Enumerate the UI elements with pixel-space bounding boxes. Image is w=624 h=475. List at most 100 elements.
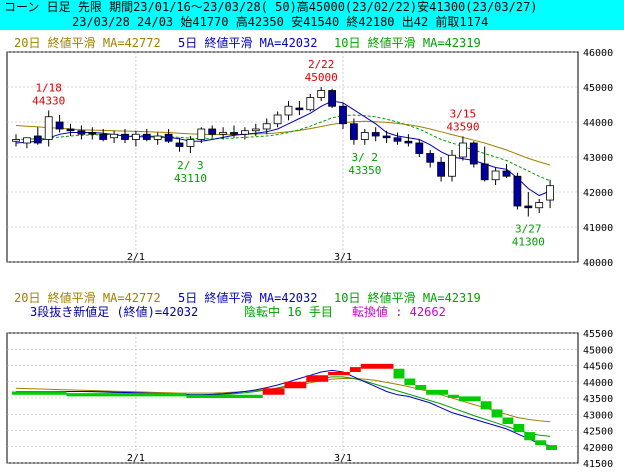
candle-body (262, 123, 271, 130)
annotation-date: 3/15 (450, 107, 477, 120)
candle-body (371, 132, 380, 137)
candle-body (55, 121, 64, 130)
lower-ma5-line (15, 369, 551, 447)
brick (12, 391, 67, 395)
lower-xtick-label: 3/1 (334, 453, 352, 464)
upper-legend-ma10: 10日 終値平滑 MA=42319 (334, 35, 481, 50)
candle-body (88, 132, 97, 135)
candle-body (502, 170, 511, 177)
candle-body (175, 142, 184, 147)
candle-body (535, 202, 544, 209)
brick-panel-axis: 45500 45000 44500 44000 43500 43000 42500 42000… (127, 329, 613, 470)
annotation-value: 43590 (446, 120, 479, 133)
candle-body (349, 123, 358, 140)
candle-body (513, 175, 522, 207)
lower-legend-ma20: 20日 終値平滑 MA=42772 (14, 290, 161, 305)
annotation-date: 1/18 (35, 81, 62, 94)
upper-ma10-line (15, 114, 551, 182)
annotation-value: 45000 (305, 71, 338, 84)
candle-body (153, 135, 162, 140)
lower-legend-turn-value: 転換値 : 42662 (352, 304, 446, 319)
upper-legend-ma5: 5日 終値平滑 MA=42032 (178, 35, 317, 50)
candle-body (142, 133, 151, 140)
lower-legend-ma5: 5日 終値平滑 MA=42032 (178, 290, 317, 305)
candle-body (66, 128, 75, 132)
brick (426, 389, 448, 395)
brick (393, 368, 405, 379)
brick (524, 432, 536, 441)
candle-body (164, 133, 173, 142)
brick (306, 375, 329, 382)
lower-ytick-label: 43000 (583, 410, 613, 421)
brick (360, 363, 394, 369)
candle-body (393, 137, 402, 142)
lower-ytick-label: 41500 (583, 459, 613, 470)
annotation-value: 43350 (348, 164, 381, 177)
three-line-break-series (12, 363, 557, 450)
candle-body (469, 142, 478, 165)
annotation-value: 44330 (32, 94, 65, 107)
candle-body (415, 142, 424, 154)
lower-ytick-label: 43500 (583, 394, 613, 405)
candle-body (230, 132, 238, 135)
brick (458, 396, 481, 402)
upper-ma5-line (15, 100, 551, 197)
upper-xtick-label: 2/1 (127, 252, 145, 263)
annotation-value: 41300 (512, 236, 545, 249)
header-period-line: コーン 日足 先限 期間23/01/16～23/03/28( 50)高45000… (0, 0, 624, 15)
candle-body (99, 133, 108, 140)
lower-ytick-label: 44500 (583, 362, 613, 373)
candle-body (382, 135, 391, 139)
candle-body (437, 161, 446, 177)
candle-body (240, 130, 249, 135)
upper-ytick-label: 40000 (583, 258, 613, 269)
candle-body (448, 154, 456, 177)
lower-ytick-label: 45000 (583, 345, 613, 356)
brick (349, 367, 361, 372)
candle-body (121, 133, 129, 140)
candle-body (458, 142, 467, 158)
brick (448, 394, 459, 398)
brick (546, 445, 557, 450)
lower-xtick-label: 2/1 (127, 453, 145, 464)
candle-body (208, 128, 217, 135)
candle-body (360, 132, 369, 140)
upper-ytick-label: 43000 (583, 153, 613, 164)
brick (284, 381, 307, 389)
candle-body (480, 163, 489, 181)
price-panel-axis: 46000 45000 44000 43000 42000 41000 40000 2/1 3/… (127, 48, 613, 269)
candle-body (219, 132, 228, 135)
upper-ytick-label: 46000 (583, 48, 613, 59)
lower-legend-sanbon: 3段抜き新値足 (終値)=42032 (30, 304, 198, 319)
candle-body (77, 130, 86, 135)
candle-body (306, 97, 315, 111)
upper-ytick-label: 45000 (583, 83, 613, 94)
candle-body (33, 135, 42, 144)
annotation-date: 3/27 (515, 223, 542, 236)
upper-ytick-label: 41000 (583, 223, 613, 234)
lower-legend-ma10: 10日 終値平滑 MA=42319 (334, 290, 481, 305)
annotation-date: 2/ 3 (177, 159, 204, 172)
brick (262, 388, 285, 395)
brick (415, 385, 427, 390)
candle-body (404, 140, 413, 144)
annotation-date: 3/ 2 (352, 151, 379, 164)
brick (186, 394, 263, 398)
header-ohlc-line: 23/03/28 24/03 始41770 高42350 安41540 終421… (0, 15, 624, 30)
candle-body (273, 114, 282, 125)
brick (66, 393, 187, 397)
candlestick-series (12, 87, 554, 217)
candle-body (197, 128, 206, 140)
price-panel-moving-averages (15, 100, 551, 197)
candle-body (339, 105, 347, 125)
upper-ytick-label: 42000 (583, 188, 613, 199)
brick (535, 440, 547, 446)
brick (502, 417, 514, 424)
candle-body (44, 116, 53, 140)
candle-body (22, 137, 31, 144)
candle-body (284, 105, 293, 116)
lower-ytick-label: 45500 (583, 329, 613, 340)
lower-legend-state: 陰転中 16 手目 (244, 304, 333, 319)
candle-body (295, 107, 304, 111)
